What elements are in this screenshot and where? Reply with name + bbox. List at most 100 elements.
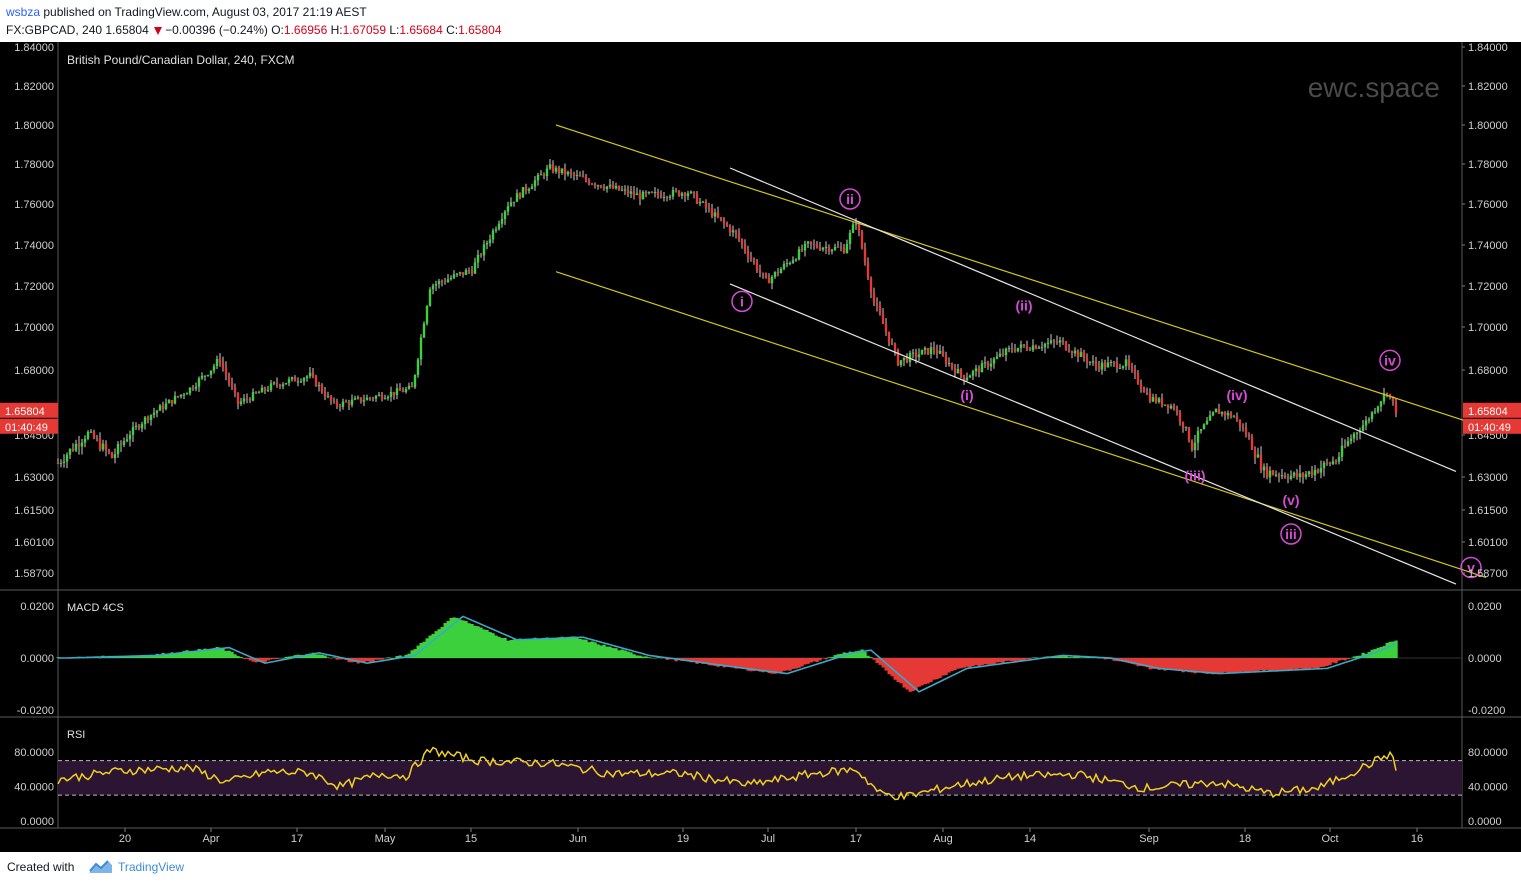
macd-bar: [1070, 657, 1074, 658]
macd-bar: [116, 656, 120, 658]
rsi-band: [58, 760, 1462, 796]
macd-bar: [236, 656, 240, 658]
macd-bar: [1382, 645, 1386, 658]
macd-bar: [659, 658, 663, 659]
candle-body: [314, 375, 318, 387]
candle-body: [62, 461, 66, 463]
price-axis-tick-right: 1.63000: [1468, 472, 1508, 484]
candle-body: [989, 363, 993, 367]
candle-body: [794, 259, 798, 261]
candle-body: [1307, 471, 1311, 475]
candle-body: [797, 249, 801, 260]
price-axis-tick-right: 1.68000: [1468, 365, 1508, 377]
candle-body: [935, 349, 939, 354]
macd-bar: [173, 652, 177, 658]
candle-body: [401, 390, 405, 392]
candle-body: [1175, 409, 1179, 412]
macd-bar: [1085, 657, 1089, 659]
candle-body: [182, 394, 186, 396]
macd-bar: [1352, 656, 1356, 658]
candle-body: [1337, 456, 1341, 462]
candle-body: [1340, 445, 1344, 457]
candle-body: [674, 190, 678, 192]
open-label: O:: [271, 23, 284, 37]
candle-body: [965, 377, 969, 381]
candle-body: [1070, 351, 1074, 354]
macd-bar: [929, 658, 933, 683]
price-axis-tick-right: 1.82000: [1468, 81, 1508, 93]
tradingview-link[interactable]: TradingView: [118, 860, 185, 874]
candle-body: [959, 369, 963, 376]
macd-bar: [1388, 641, 1392, 658]
candle-body: [1373, 411, 1377, 413]
macd-bar: [308, 653, 312, 658]
macd-bar: [1277, 658, 1281, 672]
macd-bar: [587, 642, 591, 658]
macd-bar: [950, 658, 954, 672]
macd-bar: [1283, 658, 1287, 670]
candle-body: [743, 243, 747, 251]
macd-bar: [1178, 658, 1182, 672]
macd-bar: [1016, 658, 1020, 661]
macd-bar: [416, 645, 420, 658]
macd-bar: [989, 658, 993, 665]
candle-body: [626, 189, 630, 194]
candle-body: [782, 263, 786, 269]
chart-area[interactable]: i ii (i) (ii) (iii) (iv) (v) iii iv v 1.84000 1.84…: [0, 42, 1521, 852]
publish-info: wsbza published on TradingView.com, Augu…: [6, 5, 367, 19]
author-link[interactable]: wsbza: [6, 5, 41, 19]
down-arrow-icon: [154, 26, 163, 35]
macd-bar: [1061, 656, 1065, 658]
countdown-tag-text-right: 01:40:49: [1468, 422, 1511, 434]
last-price: 1.65804: [105, 23, 149, 37]
candle-body: [893, 344, 897, 350]
candle-body: [317, 385, 321, 387]
macd-bar: [104, 657, 108, 659]
macd-bar: [704, 658, 708, 664]
macd-bar: [1169, 658, 1173, 670]
macd-bar: [719, 658, 723, 666]
price-change: −0.00396 (−0.24%): [165, 23, 268, 37]
candle-body: [95, 437, 99, 439]
macd-bar: [374, 658, 378, 660]
candle-body: [218, 358, 222, 363]
macd-bar: [1235, 658, 1239, 674]
wave-label-circle: [839, 188, 861, 210]
macd-bar: [1316, 658, 1320, 670]
candle-body: [881, 314, 885, 324]
macd-bar: [215, 646, 219, 658]
price-axis-tick-left: 1.84000: [14, 42, 54, 54]
macd-bar: [1199, 658, 1203, 672]
candle-body: [551, 164, 555, 172]
candle-body: [800, 249, 804, 251]
candle-body: [806, 241, 810, 244]
macd-bar: [1025, 658, 1029, 660]
high-value: 1.67059: [342, 23, 387, 37]
macd-bar: [380, 658, 384, 660]
macd-bar: [872, 658, 876, 660]
candle-body: [137, 425, 141, 429]
candle-body: [440, 281, 444, 283]
candle-body: [365, 397, 369, 401]
macd-bar: [758, 658, 762, 672]
candle-body: [1205, 420, 1209, 425]
candle-body: [71, 448, 75, 451]
candle-body: [281, 384, 285, 387]
macd-bar: [773, 658, 777, 674]
macd-bar: [332, 657, 336, 658]
macd-bar: [500, 638, 504, 658]
candle-body: [1073, 350, 1077, 354]
candle-body: [545, 168, 549, 177]
macd-bar: [152, 655, 156, 658]
candle-body: [1076, 350, 1080, 358]
watermark: ewc.space: [1308, 72, 1440, 103]
macd-bar: [1292, 658, 1296, 670]
macd-bar: [242, 658, 246, 659]
candle-body: [56, 463, 60, 464]
candle-body: [758, 270, 762, 273]
macd-bar: [1133, 658, 1137, 665]
candle-body: [1148, 392, 1152, 402]
price-axis-tick-left: 1.70000: [14, 322, 54, 334]
candle-body: [1295, 472, 1299, 478]
